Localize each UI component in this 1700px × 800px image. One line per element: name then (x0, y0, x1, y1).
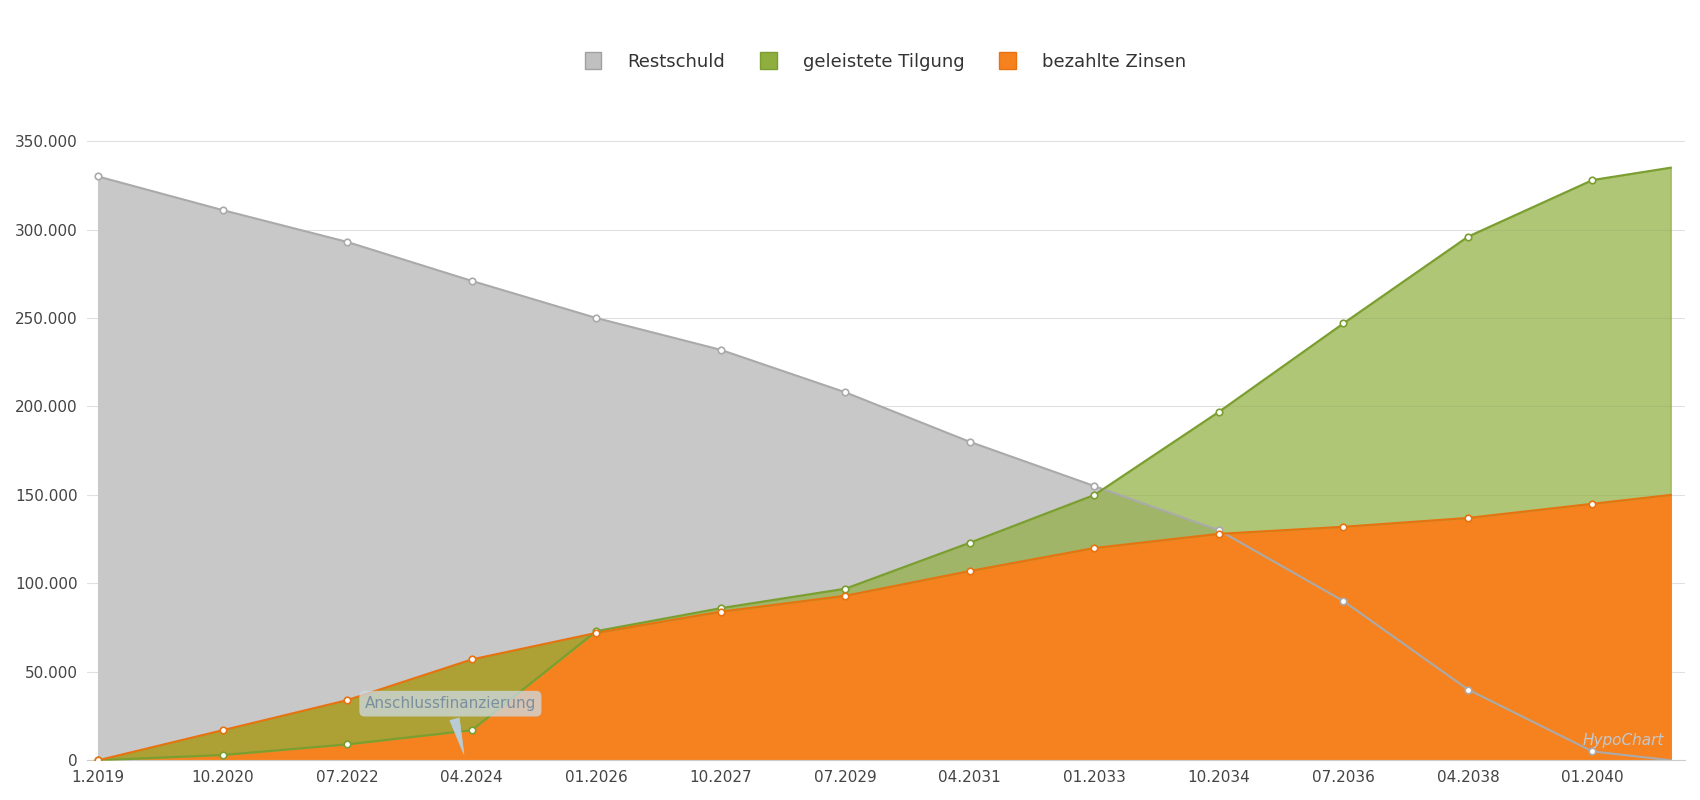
Point (457, 653, 484, 666)
Point (457, 274, 484, 287)
Point (707, 606, 734, 618)
Point (1205, 527, 1232, 540)
Point (831, 590, 858, 602)
Point (1455, 230, 1482, 243)
Point (85, 754, 112, 766)
Legend: Restschuld, geleistete Tilgung, bezahlte Zinsen: Restschuld, geleistete Tilgung, bezahlte… (576, 42, 1195, 80)
Point (1579, 498, 1606, 510)
Point (333, 738, 360, 750)
Point (831, 386, 858, 398)
Point (85, 754, 112, 766)
Point (955, 565, 983, 578)
Point (1329, 317, 1357, 330)
Point (209, 749, 236, 762)
Point (955, 435, 983, 448)
Point (831, 582, 858, 595)
Point (333, 694, 360, 706)
Point (1455, 511, 1482, 524)
Point (209, 724, 236, 737)
Text: HypoChart: HypoChart (1583, 734, 1664, 749)
Point (1081, 489, 1108, 502)
Point (333, 235, 360, 248)
Point (1205, 406, 1232, 418)
Text: Anschlussfinanzierung: Anschlussfinanzierung (366, 696, 536, 754)
Point (209, 204, 236, 217)
Point (1579, 174, 1606, 186)
Point (1329, 520, 1357, 533)
Point (1455, 683, 1482, 696)
Point (1081, 542, 1108, 554)
Point (457, 724, 484, 737)
Point (583, 626, 610, 639)
Point (1579, 745, 1606, 758)
Point (583, 312, 610, 325)
Point (955, 536, 983, 549)
Point (707, 343, 734, 356)
Point (583, 625, 610, 638)
Point (1205, 524, 1232, 537)
Point (1081, 480, 1108, 493)
Point (85, 170, 112, 183)
Point (707, 602, 734, 614)
Point (1329, 594, 1357, 607)
